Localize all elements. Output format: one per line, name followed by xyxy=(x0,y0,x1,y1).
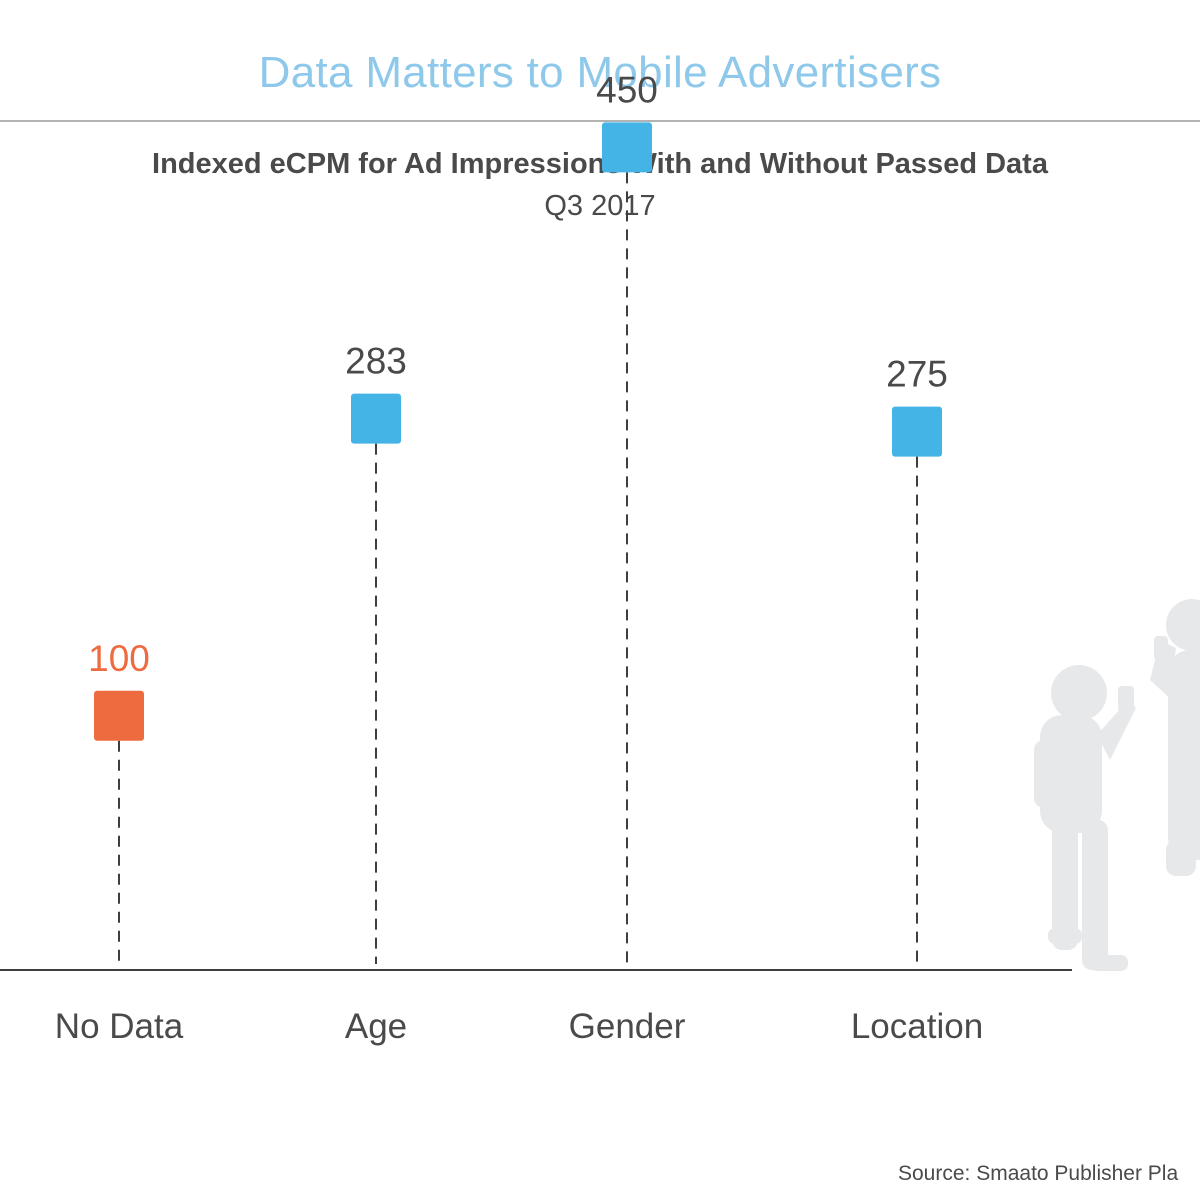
x-tick-label: Location xyxy=(851,1007,983,1046)
x-tick-label: Age xyxy=(345,1007,407,1046)
data-label: 275 xyxy=(886,354,948,395)
people-silhouette-illustration xyxy=(1034,599,1200,971)
child-silhouette xyxy=(1034,665,1136,971)
page-title: Data Matters to Mobile Advertisers xyxy=(258,48,942,97)
data-label: 100 xyxy=(88,638,150,679)
data-point xyxy=(892,406,942,457)
source-note: Source: Smaato Publisher Pla xyxy=(898,1162,1179,1185)
chart-subtitle: Q3 2017 xyxy=(544,190,656,222)
data-point xyxy=(94,690,144,741)
data-point xyxy=(602,122,652,173)
data-label: 450 xyxy=(596,69,658,110)
x-tick-label: No Data xyxy=(55,1007,184,1046)
data-point xyxy=(351,393,401,444)
x-tick-label: Gender xyxy=(569,1007,686,1046)
data-label: 283 xyxy=(345,341,407,382)
adult-silhouette xyxy=(1150,599,1200,876)
top-divider xyxy=(0,120,1200,122)
chart-title: Indexed eCPM for Ad Impressions With and… xyxy=(152,148,1048,180)
